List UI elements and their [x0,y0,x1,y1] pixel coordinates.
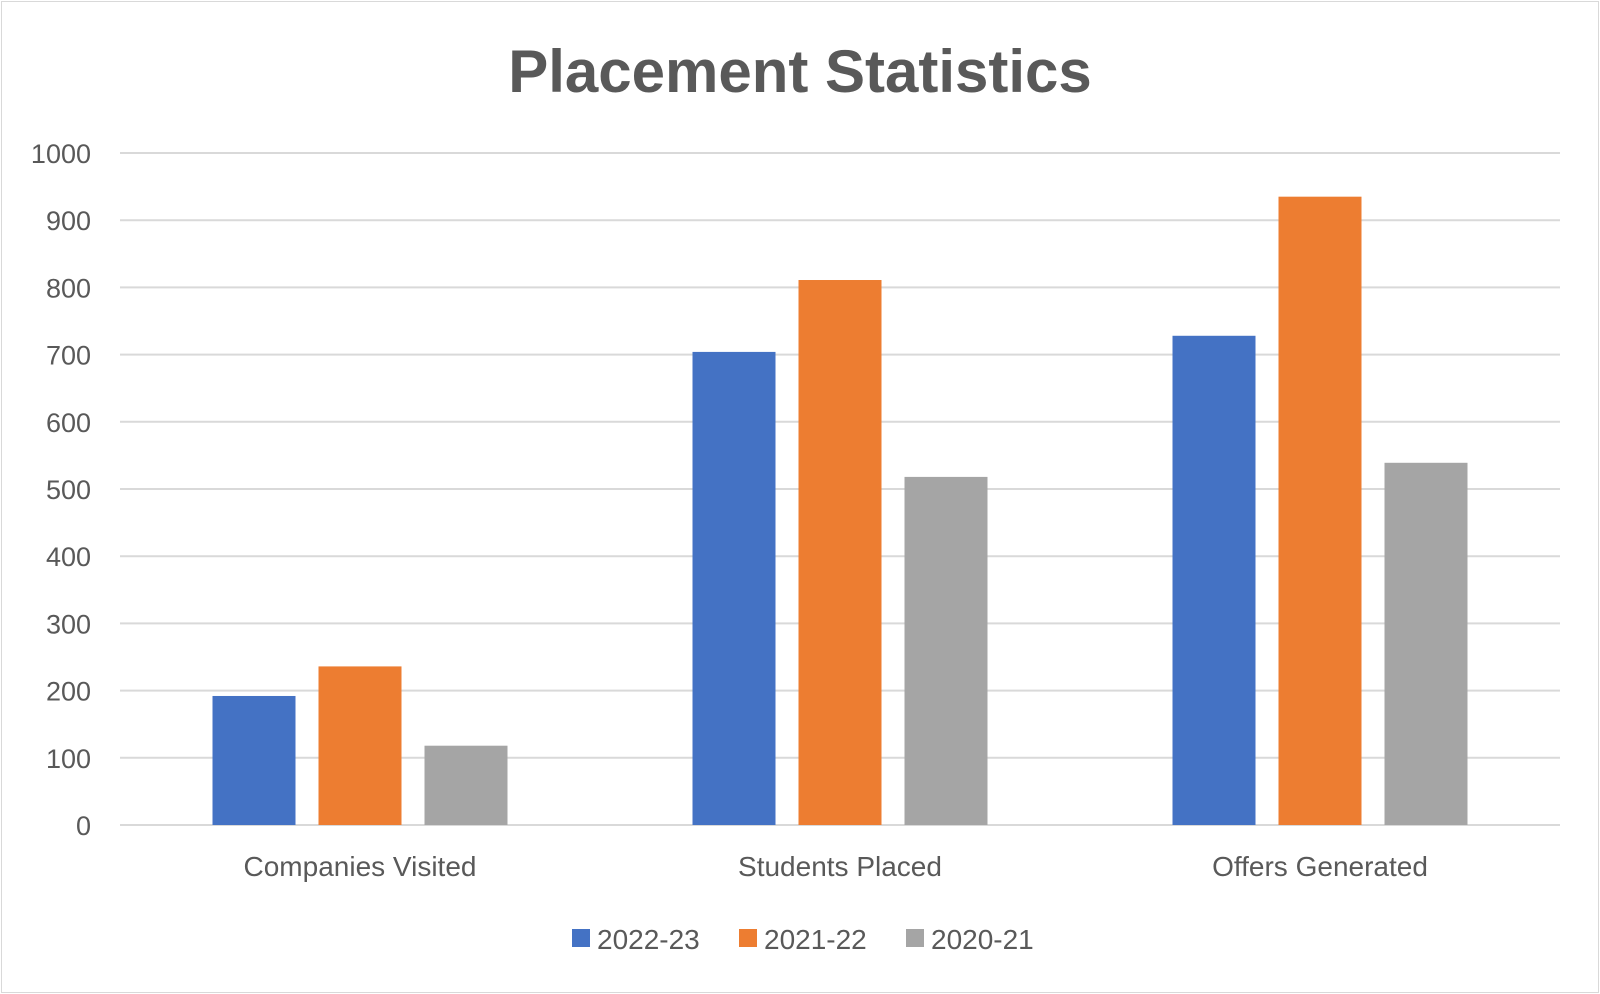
bar-2020-21-offers-generated [1384,462,1468,825]
legend-label: 2022-23 [597,924,700,955]
y-tick-label: 500 [46,475,91,505]
y-tick-label: 600 [46,408,91,438]
legend-swatch [906,929,924,947]
legend: 2022-23 2021-22 2020-21 [572,924,1034,955]
legend-label: 2020-21 [931,924,1034,955]
x-category-label: Students Placed [738,851,942,882]
y-tick-label: 200 [46,677,91,707]
y-axis-ticks: 0 100 200 300 400 500 600 700 800 900 1000 [31,139,91,841]
legend-swatch [739,929,757,947]
bar-2022-23-students-placed [692,351,776,825]
bars [212,196,1468,825]
bar-2020-21-companies-visited [424,745,508,825]
x-category-label: Offers Generated [1212,851,1428,882]
x-axis-categories: Companies Visited Students Placed Offers G… [244,851,1428,882]
bar-2022-23-offers-generated [1172,335,1256,825]
y-tick-label: 300 [46,609,91,639]
y-tick-label: 400 [46,542,91,572]
y-tick-label: 800 [46,273,91,303]
y-tick-label: 0 [76,811,91,841]
bar-2021-22-students-placed [798,280,882,825]
bar-2021-22-companies-visited [318,666,402,825]
bar-2021-22-offers-generated [1278,196,1362,825]
x-category-label: Companies Visited [244,851,477,882]
y-tick-label: 700 [46,341,91,371]
bar-2020-21-students-placed [904,476,988,825]
legend-label: 2021-22 [764,924,867,955]
y-tick-label: 1000 [31,139,91,169]
y-tick-label: 100 [46,744,91,774]
legend-swatch [572,929,590,947]
chart-title: Placement Statistics [508,38,1092,105]
bar-2022-23-companies-visited [212,695,296,825]
y-tick-label: 900 [46,206,91,236]
